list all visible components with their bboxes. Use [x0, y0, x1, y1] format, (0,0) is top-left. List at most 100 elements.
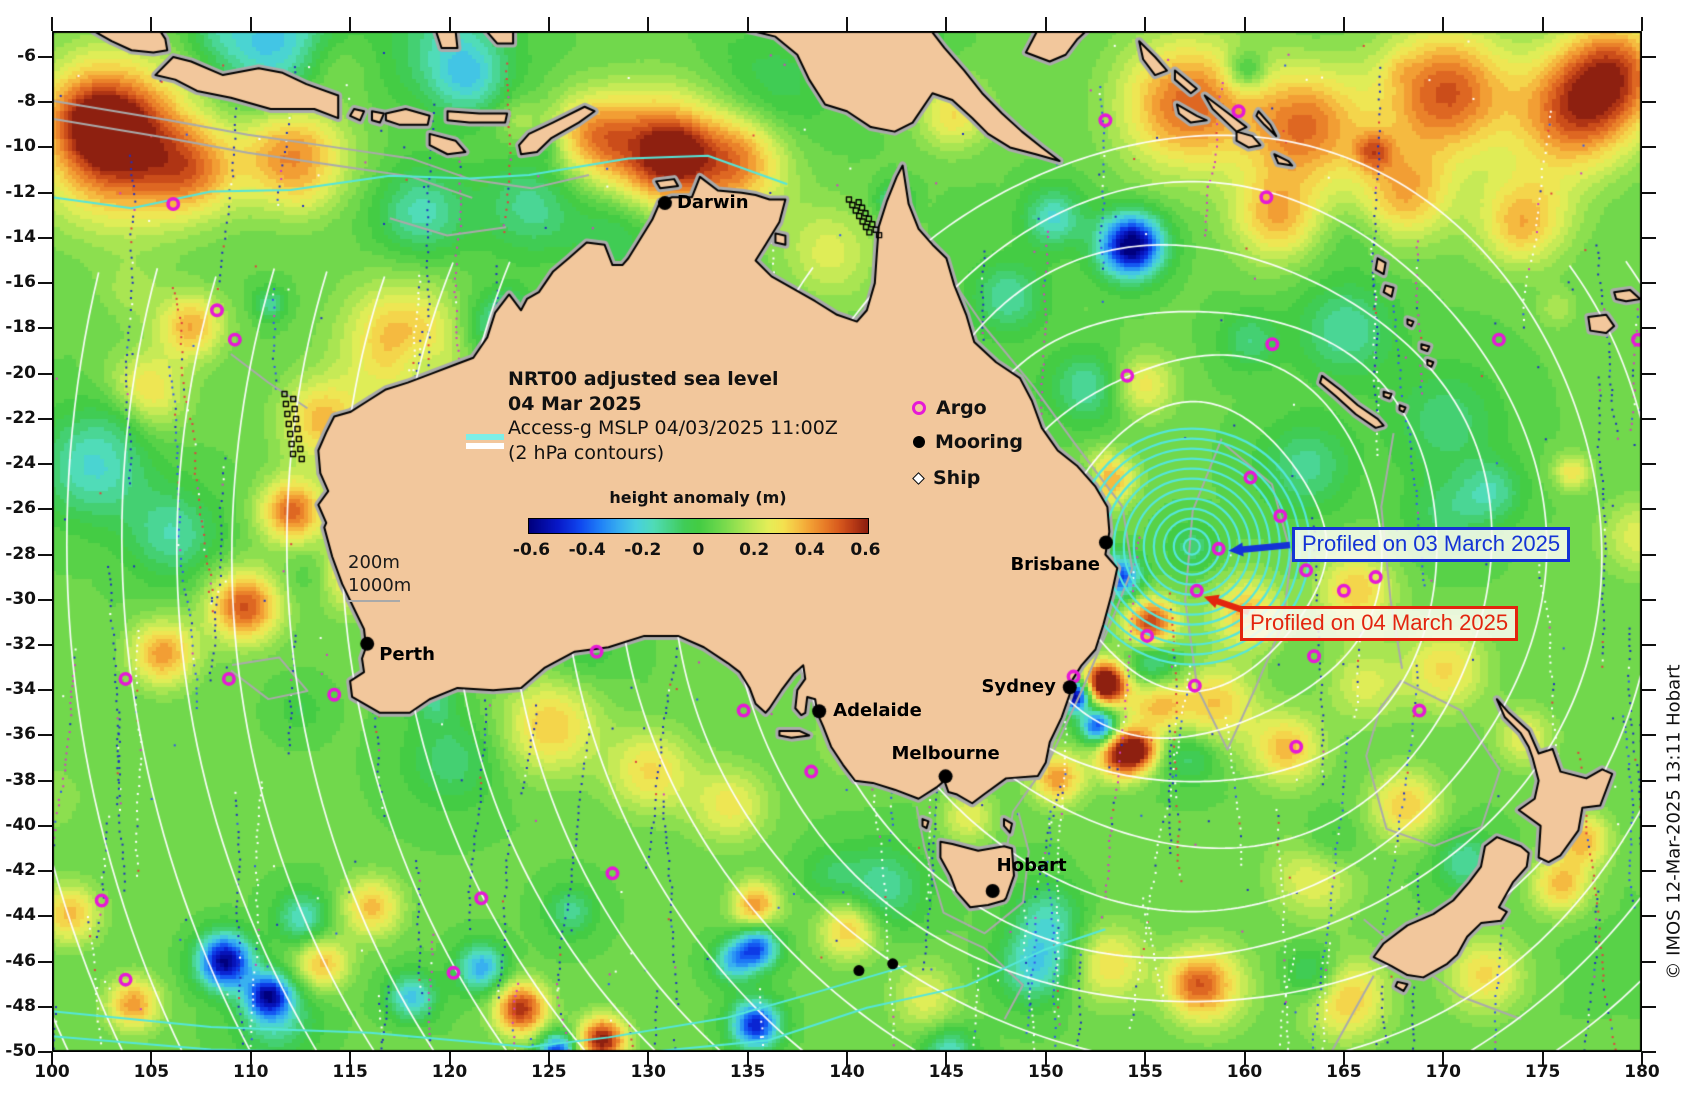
y-axis-tick-right: [1642, 56, 1656, 58]
x-axis-tick-top: [647, 17, 650, 31]
y-axis-tick-right: [1642, 372, 1656, 375]
y-axis-tick-label: -32: [5, 633, 36, 654]
y-axis-tick: [38, 598, 52, 601]
y-axis-tick: [38, 643, 52, 646]
y-axis-tick-label: -22: [5, 407, 36, 428]
y-axis-tick-right: [1642, 553, 1656, 556]
x-axis-tick-top: [547, 17, 550, 31]
x-axis-tick-label: 130: [630, 1062, 667, 1082]
x-axis-tick: [846, 1052, 848, 1066]
x-axis-tick: [150, 1052, 153, 1066]
colorbar-tick-label: 0.2: [739, 540, 770, 560]
x-axis-tick-top: [1641, 17, 1643, 31]
x-axis-tick-label: 105: [133, 1062, 170, 1082]
x-axis-tick-top: [1044, 17, 1047, 31]
y-axis-tick: [38, 56, 52, 58]
y-axis-tick: [38, 327, 52, 330]
y-axis-tick-label: -34: [5, 679, 36, 700]
mooring-marker-icon: [913, 436, 925, 448]
y-axis-tick-label: -46: [5, 950, 36, 971]
y-axis-tick-label: -42: [5, 860, 36, 881]
y-axis-tick-label: -44: [5, 905, 36, 926]
y-axis-tick-right: [1642, 508, 1656, 511]
x-axis-tick-label: 180: [1624, 1062, 1660, 1082]
x-axis-tick-label: 125: [531, 1062, 567, 1082]
colorbar: [528, 518, 869, 534]
x-axis-tick-label: 100: [34, 1062, 70, 1082]
x-axis-tick: [1641, 1052, 1643, 1066]
y-axis-tick: [38, 870, 52, 873]
legend-mooring-label: Mooring: [935, 431, 1024, 453]
depth-label-1000m: 1000m: [348, 575, 412, 596]
y-axis-tick: [38, 915, 52, 918]
y-axis-tick-right: [1642, 1005, 1656, 1008]
x-axis-tick-label: 120: [431, 1062, 468, 1082]
y-axis-tick: [38, 372, 52, 375]
y-axis-tick-right: [1642, 101, 1656, 104]
city-label-adelaide: Adelaide: [833, 700, 922, 722]
city-label-brisbane: Brisbane: [1010, 553, 1100, 575]
x-axis-tick: [1442, 1052, 1445, 1066]
x-axis-tick: [448, 1052, 451, 1066]
mslp-source-label: Access-g MSLP 04/03/2025 11:00Z: [508, 417, 838, 439]
city-label-melbourne: Melbourne: [891, 743, 1000, 765]
colorbar-tick-label: 0.6: [850, 540, 881, 560]
x-axis-tick-label: 115: [332, 1062, 368, 1082]
city-label-perth: Perth: [379, 643, 435, 665]
ship-marker-icon: [912, 471, 925, 485]
x-axis-tick-label: 165: [1326, 1062, 1362, 1082]
x-axis-tick-label: 155: [1127, 1062, 1163, 1082]
colorbar-title: height anomaly (m): [609, 488, 787, 507]
y-axis-tick-label: -18: [5, 317, 36, 338]
x-axis-tick: [349, 1052, 352, 1066]
colorbar-tick-label: -0.2: [624, 540, 662, 560]
x-axis-tick-top: [1442, 17, 1445, 31]
x-axis-tick-top: [846, 17, 848, 31]
x-axis-tick: [945, 1052, 948, 1066]
x-axis-tick-top: [249, 17, 252, 31]
x-axis-tick-top: [51, 17, 53, 31]
y-axis-tick: [38, 734, 52, 737]
y-axis-tick-label: -20: [5, 362, 36, 383]
x-axis-tick-label: 175: [1524, 1062, 1561, 1082]
annotation-profiled-04-march: Profiled on 04 March 2025: [1240, 606, 1519, 641]
y-axis-tick: [38, 101, 52, 104]
map-title-block: NRT00 adjusted sea level 04 Mar 2025 Acc…: [508, 367, 838, 465]
mslp-high-swatch: [466, 443, 504, 449]
legend-item-ship: Ship: [912, 466, 980, 490]
city-label-hobart: Hobart: [996, 854, 1067, 876]
x-axis-tick: [1144, 1052, 1147, 1066]
y-axis-tick-right: [1642, 146, 1656, 149]
credit-text: © IMOS 12-Mar-2025 13:11 Hobart: [1663, 664, 1685, 980]
x-axis-tick: [1541, 1052, 1544, 1066]
y-axis-tick: [38, 1005, 52, 1008]
y-axis-tick-label: -26: [5, 498, 36, 519]
x-axis-tick-top: [1243, 17, 1246, 31]
x-axis-tick: [1044, 1052, 1047, 1066]
y-axis-tick: [38, 1051, 52, 1053]
y-axis-tick: [38, 689, 52, 692]
x-axis-tick-top: [349, 17, 352, 31]
y-axis-tick: [38, 236, 52, 239]
y-axis-tick: [38, 463, 52, 466]
colorbar-tick-label: -0.6: [512, 540, 551, 560]
city-label-darwin: Darwin: [676, 192, 749, 214]
x-axis-tick-top: [150, 17, 153, 31]
colorbar-tick-label: 0: [692, 540, 705, 560]
x-axis-tick-top: [1144, 17, 1147, 31]
y-axis-tick-right: [1642, 1051, 1656, 1053]
x-axis-tick-top: [746, 17, 749, 31]
y-axis-tick-label: -14: [5, 226, 36, 247]
x-axis-tick-label: 145: [928, 1062, 965, 1082]
y-axis-tick-right: [1642, 643, 1656, 646]
y-axis-tick-right: [1642, 282, 1656, 285]
legend-argo-label: Argo: [936, 397, 987, 419]
y-axis-tick: [38, 146, 52, 149]
y-axis-tick-label: -6: [17, 46, 36, 66]
x-axis-tick: [746, 1052, 749, 1066]
y-axis-tick-right: [1642, 689, 1656, 692]
y-axis-tick-right: [1642, 915, 1656, 918]
y-axis-tick-right: [1642, 417, 1656, 420]
y-axis-tick-label: -28: [5, 543, 36, 564]
